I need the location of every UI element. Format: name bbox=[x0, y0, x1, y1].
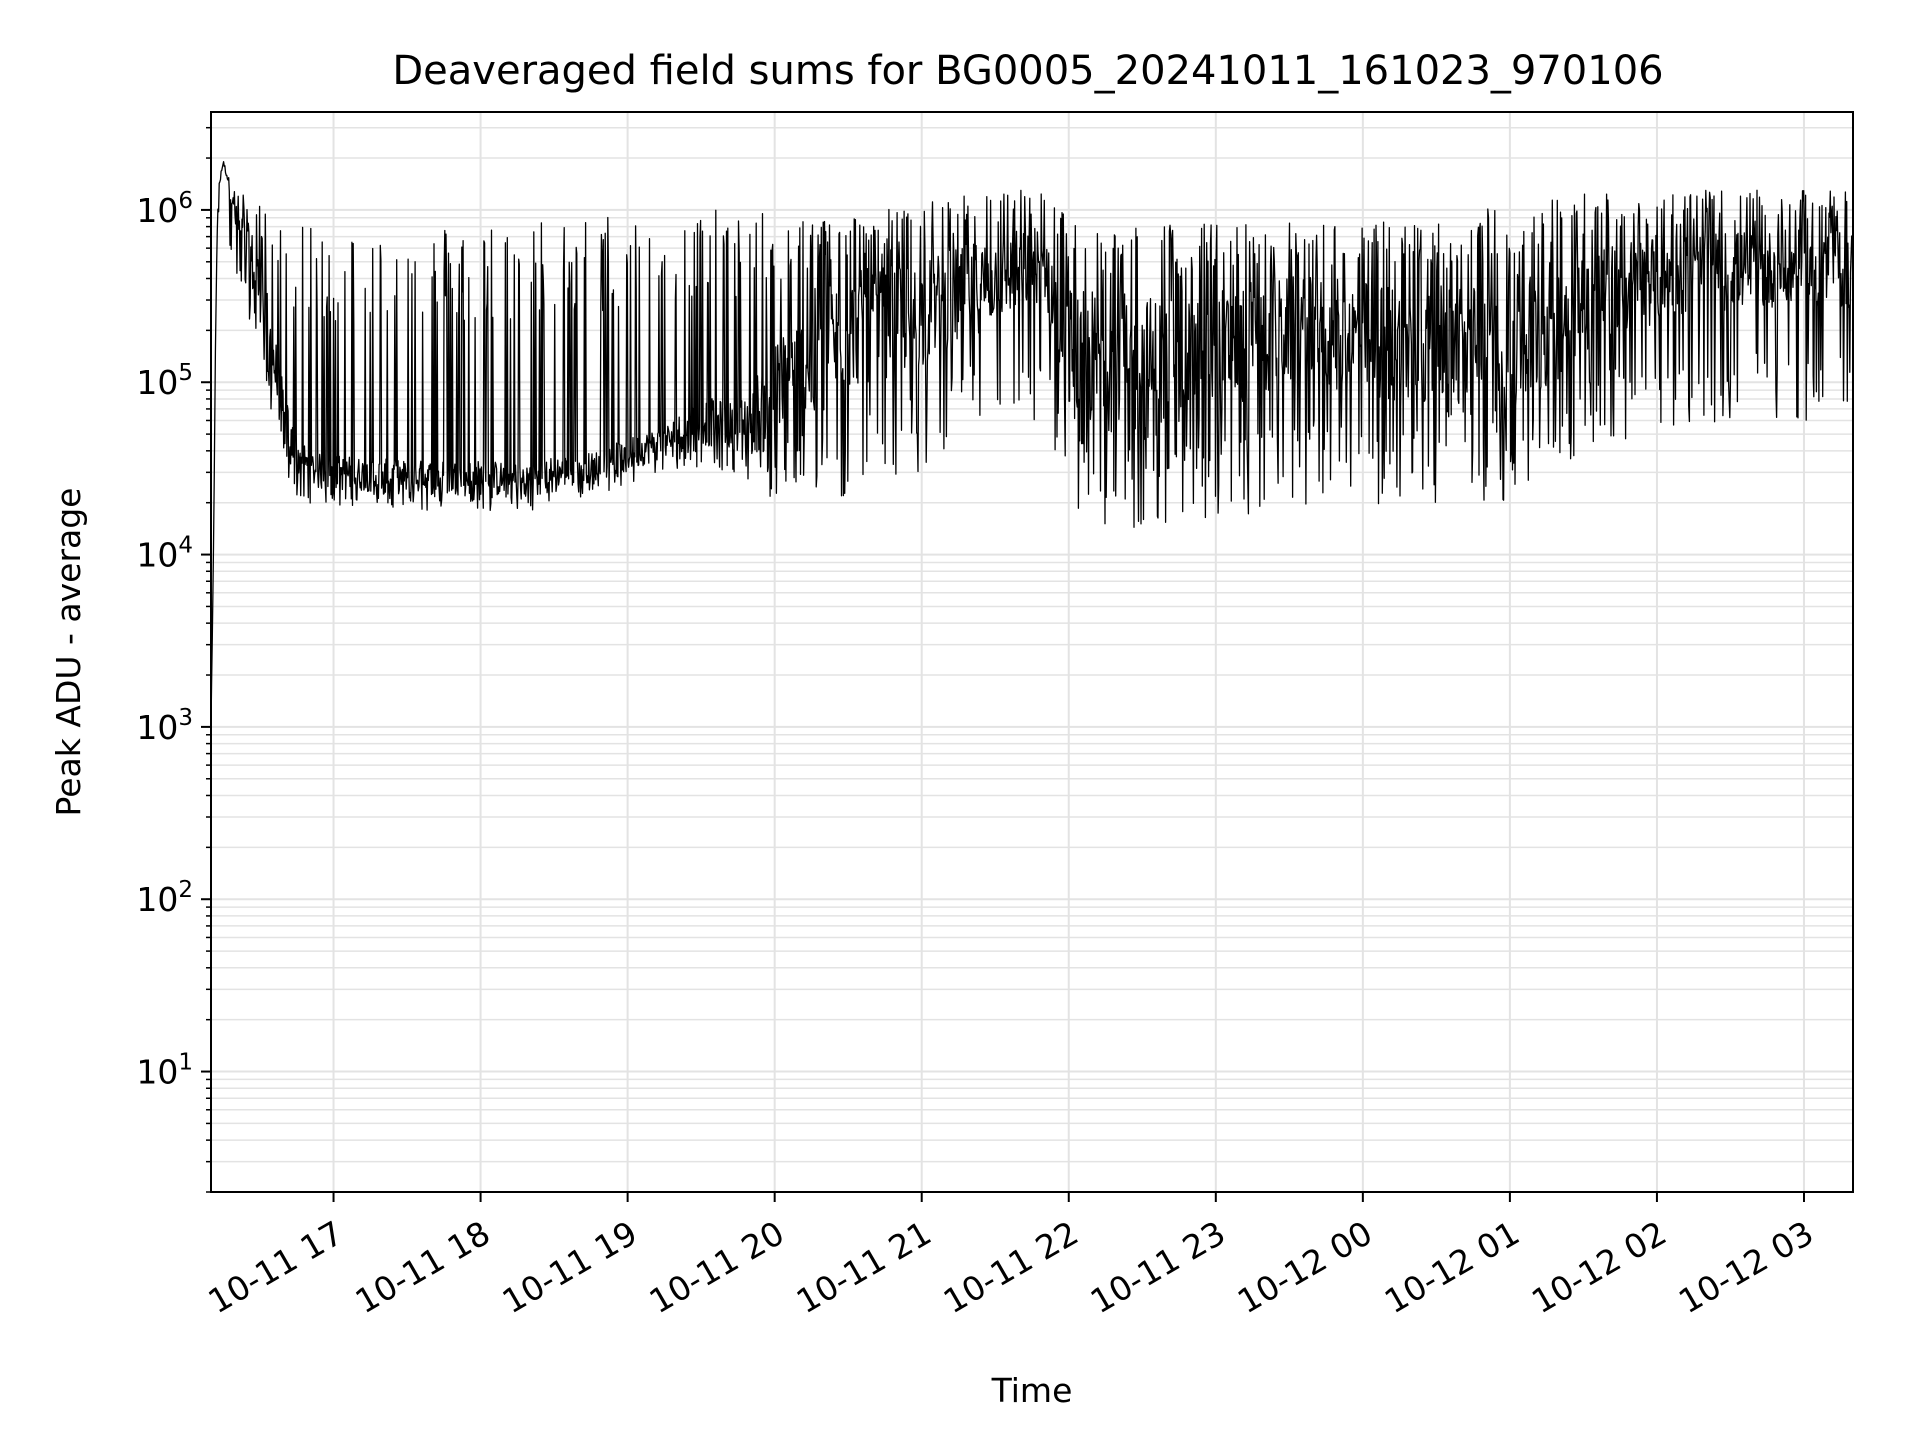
y-tick-label: 106 bbox=[136, 188, 193, 230]
y-axis-title: Peak ADU - average bbox=[49, 488, 88, 817]
y-tick-label: 104 bbox=[136, 533, 193, 575]
x-axis-title: Time bbox=[991, 1371, 1073, 1410]
y-tick-label: 101 bbox=[136, 1050, 193, 1092]
data-line bbox=[210, 161, 1854, 727]
y-tick-label: 105 bbox=[136, 360, 193, 402]
y-tick-label: 103 bbox=[136, 705, 193, 747]
y-axis: 101 102 103 104 105 106 bbox=[136, 126, 211, 1193]
series-line bbox=[210, 161, 1854, 727]
chart-title: Deaveraged field sums for BG0005_2024101… bbox=[392, 48, 1663, 94]
plot-frame bbox=[210, 111, 1854, 1193]
y-tick-label: 102 bbox=[136, 877, 193, 919]
